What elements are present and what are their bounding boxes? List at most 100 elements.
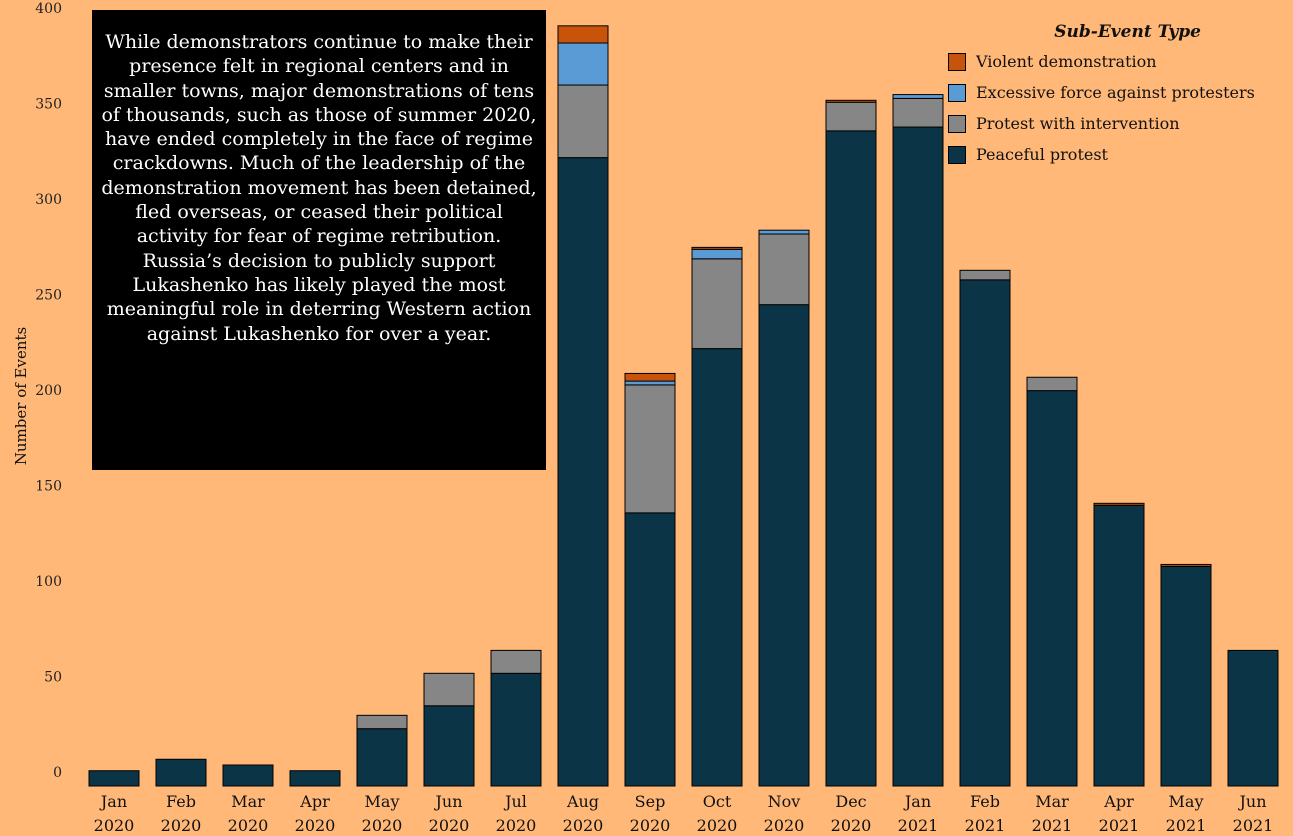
- bars: [88, 25, 1279, 787]
- x-tick-month: Jun: [433, 792, 462, 811]
- bar-segment: [490, 672, 542, 787]
- x-tick-year: 2021: [898, 816, 939, 835]
- x-tick-year: 2020: [697, 816, 738, 835]
- bar-segment: [490, 649, 542, 674]
- y-axis-title: Number of Events: [12, 327, 30, 465]
- bar-segment: [959, 269, 1011, 281]
- bar-segment: [691, 248, 743, 260]
- bar-segment: [758, 233, 810, 306]
- x-tick-month: Feb: [166, 792, 196, 811]
- bar-segment: [1160, 565, 1212, 787]
- bar-segment: [557, 84, 609, 159]
- legend-label: Protest with intervention: [976, 114, 1180, 133]
- bar-segment: [557, 42, 609, 86]
- annotation-text: While demonstrators continue to make the…: [101, 31, 537, 345]
- bar-segment: [825, 130, 877, 787]
- bar-segment: [691, 246, 743, 250]
- x-tick-month: Jan: [99, 792, 127, 811]
- legend-swatch: [948, 52, 966, 71]
- legend-label: Violent demonstration: [976, 52, 1157, 71]
- legend: Sub-Event Type Violent demonstration Exce…: [948, 22, 1255, 170]
- bar-segment: [1160, 563, 1212, 567]
- y-tick-label: 400: [35, 1, 62, 17]
- legend-item: Excessive force against protesters: [948, 77, 1255, 108]
- legend-items: Violent demonstration Excessive force aga…: [948, 46, 1255, 170]
- x-tick-year: 2021: [1099, 816, 1140, 835]
- x-tick-month: Feb: [970, 792, 1000, 811]
- bar-segment: [758, 304, 810, 787]
- x-tick-year: 2020: [429, 816, 470, 835]
- y-tick-label: 300: [35, 192, 62, 208]
- y-tick-label: 150: [35, 479, 62, 495]
- y-tick-label: 200: [35, 383, 62, 399]
- x-tick-month: Oct: [703, 792, 732, 811]
- x-tick-month: Mar: [1035, 792, 1069, 811]
- bar-segment: [557, 157, 609, 787]
- bar-segment: [825, 99, 877, 103]
- y-tick-label: 0: [53, 765, 62, 781]
- bar-segment: [557, 25, 609, 44]
- x-tick-month: Aug: [566, 792, 599, 811]
- x-tick-year: 2020: [94, 816, 135, 835]
- x-tick-year: 2020: [228, 816, 269, 835]
- x-tick-year: 2020: [362, 816, 403, 835]
- x-tick-year: 2020: [496, 816, 537, 835]
- legend-swatch: [948, 114, 966, 133]
- bar-segment: [825, 101, 877, 132]
- bar-segment: [624, 384, 676, 514]
- bar-segment: [959, 279, 1011, 787]
- bar-segment: [289, 770, 341, 787]
- x-tick-month: Nov: [768, 792, 801, 811]
- bar-segment: [356, 728, 408, 787]
- bar-segment: [691, 348, 743, 787]
- y-tick-label: 50: [44, 670, 62, 686]
- x-tick-year: 2021: [1166, 816, 1207, 835]
- x-tick-month: Dec: [835, 792, 866, 811]
- bar-segment: [423, 672, 475, 707]
- bar-segment: [1093, 504, 1145, 787]
- x-tick-month: May: [1169, 792, 1204, 811]
- x-tick-year: 2021: [1032, 816, 1073, 835]
- legend-label: Peaceful protest: [976, 145, 1108, 164]
- bar-segment: [892, 126, 944, 787]
- legend-swatch: [948, 83, 966, 102]
- x-tick-year: 2020: [161, 816, 202, 835]
- y-axis: 0 50 100 150 200 250 300 350 400: [35, 1, 62, 781]
- x-tick-year: 2020: [563, 816, 604, 835]
- bar-segment: [356, 714, 408, 730]
- x-tick-month: Apr: [299, 792, 330, 811]
- x-tick-month: Jun: [1237, 792, 1266, 811]
- bar-segment: [1026, 376, 1078, 392]
- x-tick-month: Apr: [1103, 792, 1134, 811]
- bar-segment: [423, 705, 475, 787]
- x-tick-month: Jan: [903, 792, 931, 811]
- x-tick-month: May: [365, 792, 400, 811]
- legend-item: Protest with intervention: [948, 108, 1255, 139]
- bar-segment: [892, 97, 944, 128]
- y-tick-label: 100: [35, 574, 62, 590]
- bar-segment: [624, 380, 676, 386]
- bar-segment: [691, 258, 743, 350]
- x-tick-month: Sep: [635, 792, 666, 811]
- bar-segment: [892, 94, 944, 99]
- x-tick-year: 2021: [965, 816, 1006, 835]
- x-tick-year: 2020: [630, 816, 671, 835]
- x-tick-year: 2021: [1233, 816, 1274, 835]
- bar-segment: [1026, 390, 1078, 787]
- legend-item: Peaceful protest: [948, 139, 1255, 170]
- y-tick-label: 350: [35, 97, 62, 113]
- x-tick-month: Mar: [231, 792, 265, 811]
- legend-swatch: [948, 145, 966, 164]
- x-tick-month: Jul: [503, 792, 527, 811]
- legend-title: Sub-Event Type: [1054, 22, 1201, 42]
- bar-segment: [1227, 649, 1279, 787]
- bar-segment: [624, 512, 676, 787]
- x-tick-year: 2020: [764, 816, 805, 835]
- x-tick-year: 2020: [831, 816, 872, 835]
- bar-segment: [88, 770, 140, 787]
- bar-segment: [155, 758, 207, 787]
- bar-segment: [758, 229, 810, 235]
- bar-segment: [624, 372, 676, 382]
- legend-label: Excessive force against protesters: [976, 83, 1255, 102]
